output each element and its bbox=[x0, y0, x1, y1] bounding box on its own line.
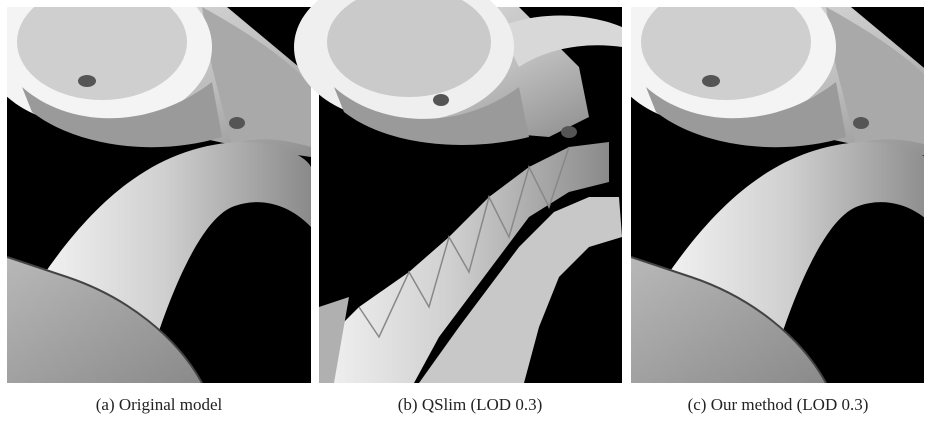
caption: (c) Our method (LOD 0.3) bbox=[688, 395, 869, 414]
panel-c-image bbox=[606, 0, 926, 383]
page: (a) Original model (b) QSlim (LOD 0.3) (… bbox=[0, 0, 926, 424]
caption: (b) QSlim (LOD 0.3) bbox=[398, 395, 542, 414]
panel-b-image bbox=[294, 0, 622, 383]
caption: (a) Original model bbox=[96, 395, 223, 414]
panel-a-image bbox=[0, 0, 311, 383]
figure: (a) Original model (b) QSlim (LOD 0.3) (… bbox=[0, 0, 926, 424]
